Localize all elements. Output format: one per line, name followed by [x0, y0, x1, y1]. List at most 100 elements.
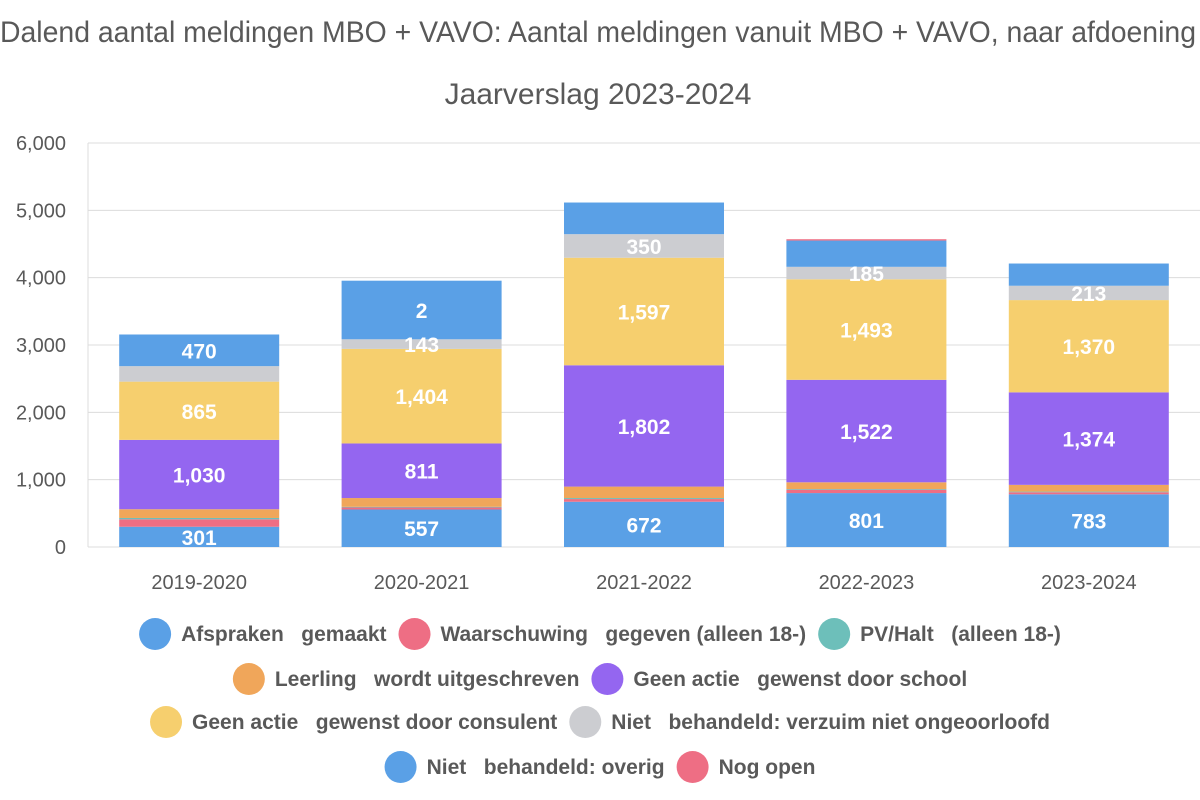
data-label: 1,404: [395, 386, 448, 409]
bar-segment: [564, 202, 724, 235]
legend-label: Waarschuwing gegeven (alleen 18-): [441, 623, 807, 646]
bar-segment: [564, 501, 724, 547]
x-tick-label: 2022-2023: [819, 572, 915, 594]
legend-label: PV/Halt (alleen 18-): [860, 623, 1061, 646]
data-label: 143: [404, 334, 439, 357]
bar-segment: [564, 499, 724, 502]
legend-item: Nog open: [676, 751, 816, 783]
legend-marker: [676, 751, 709, 783]
bar-segment: [564, 498, 724, 500]
legend-label: Leerling wordt uitgeschreven: [275, 668, 580, 691]
data-label: 1,493: [840, 320, 893, 343]
data-label: 1,597: [618, 302, 671, 325]
data-label: 1,370: [1063, 336, 1116, 359]
data-label: 185: [849, 263, 884, 286]
bar-segment: [564, 486, 724, 499]
x-tick-label: 2021-2022: [596, 572, 692, 594]
legend-item: Niet behandeld: verzuim niet ongeoorloof…: [569, 706, 1050, 738]
y-axis: 0 1,000 2,000 3,000 4,000 5,000 6,000: [16, 133, 89, 559]
bar-segment: [564, 257, 724, 366]
data-label: 557: [404, 518, 439, 541]
data-label: 350: [626, 236, 661, 259]
x-tick-label: 2023-2024: [1041, 572, 1137, 594]
x-tick-label: 2020-2021: [374, 572, 470, 594]
legend-marker: [150, 706, 183, 738]
bar-segment: [119, 334, 280, 367]
bar-segment: [119, 439, 280, 510]
bar-segment: [786, 240, 947, 267]
bar-segment: [786, 279, 947, 380]
data-label: 301: [182, 527, 217, 550]
data-label: 1,374: [1063, 429, 1116, 452]
legend-label: Afspraken gemaakt: [181, 623, 386, 646]
data-label: 1,522: [840, 421, 893, 444]
legend-item: Afspraken gemaakt: [139, 618, 387, 650]
bar-segment: [1008, 491, 1169, 493]
data-label: 672: [626, 514, 661, 537]
legend-marker: [384, 751, 417, 783]
legend-marker: [139, 618, 172, 650]
y-tick-label: 6,000: [16, 133, 66, 155]
bar-segment: [341, 507, 502, 510]
chart-title: Dalend aantal meldingen MBO + VAVO: Aant…: [0, 16, 1196, 49]
y-tick-label: 1,000: [16, 470, 66, 492]
legend-row: Geen actie gewenst door consulent Niet be…: [150, 706, 1050, 738]
bar-segment: [341, 509, 502, 547]
y-tick-label: 3,000: [16, 335, 66, 357]
legend-marker: [232, 663, 265, 695]
bar-segment: [786, 493, 947, 547]
data-label: 1,030: [173, 465, 226, 488]
legend-label: Niet behandeld: overig: [427, 756, 665, 779]
bar-segment: [786, 239, 947, 241]
bar-segment: [119, 526, 280, 547]
bar-segment: [1008, 263, 1169, 286]
data-label: 2: [416, 300, 428, 323]
data-label: 213: [1071, 283, 1106, 306]
data-label: 783: [1071, 511, 1106, 534]
y-tick-label: 4,000: [16, 268, 66, 290]
legend-marker: [569, 706, 602, 738]
x-axis: 2019-2020 2020-2021 2021-2022 2022-2023 2023…: [151, 572, 1136, 594]
bar-segment: [564, 234, 724, 258]
bar-segment: [786, 482, 947, 490]
bar-segment: [341, 348, 502, 444]
legend-item: Geen actie gewenst door school: [591, 663, 967, 695]
y-tick-label: 2,000: [16, 402, 66, 424]
bar-segment: [564, 365, 724, 487]
chart-subtitle: Jaarverslag 2023-2024: [445, 78, 752, 111]
bar-segment: [786, 266, 947, 280]
legend-item: Niet behandeld: overig: [384, 751, 665, 783]
bar-segment: [1008, 392, 1169, 485]
data-label: 811: [405, 461, 439, 484]
legend-row: Niet behandeld: overig Nog open: [384, 751, 816, 783]
legend-label: Geen actie gewenst door school: [633, 668, 967, 691]
bar-segment: [786, 379, 947, 483]
legend-marker: [398, 618, 431, 650]
bar-segment: [119, 381, 280, 440]
legend-label: Niet behandeld: verzuim niet ongeoorloof…: [611, 711, 1050, 734]
x-tick-label: 2019-2020: [151, 572, 247, 594]
y-tick-label: 0: [55, 537, 66, 559]
legend-label: Nog open: [719, 756, 816, 779]
legend-label: Geen actie gewenst door consulent: [192, 711, 557, 734]
data-label: 1,802: [618, 416, 671, 439]
bar-segment: [1008, 492, 1169, 495]
legend-row: Leerling wordt uitgeschreven Geen actie g…: [232, 663, 967, 695]
legend-marker: [591, 663, 624, 695]
bar-segment: [119, 519, 280, 527]
data-label: 801: [849, 510, 884, 533]
bar-segment: [119, 509, 280, 518]
bar-segment: [341, 443, 502, 499]
legend-item: PV/Halt (alleen 18-): [818, 618, 1061, 650]
legend-item: Geen actie gewenst door consulent: [150, 706, 557, 738]
bar-segment: [1008, 285, 1169, 301]
bar-segment: [119, 517, 280, 520]
bar-segment: [341, 280, 502, 340]
legend-marker: [818, 618, 851, 650]
legend-item: Leerling wordt uitgeschreven: [232, 663, 580, 695]
bar-segment: [1008, 494, 1169, 547]
bar-segment: [1008, 300, 1169, 393]
bar-segment: [1008, 484, 1169, 492]
legend-item: Waarschuwing gegeven (alleen 18-): [398, 618, 807, 650]
bar-segment: [119, 366, 280, 382]
